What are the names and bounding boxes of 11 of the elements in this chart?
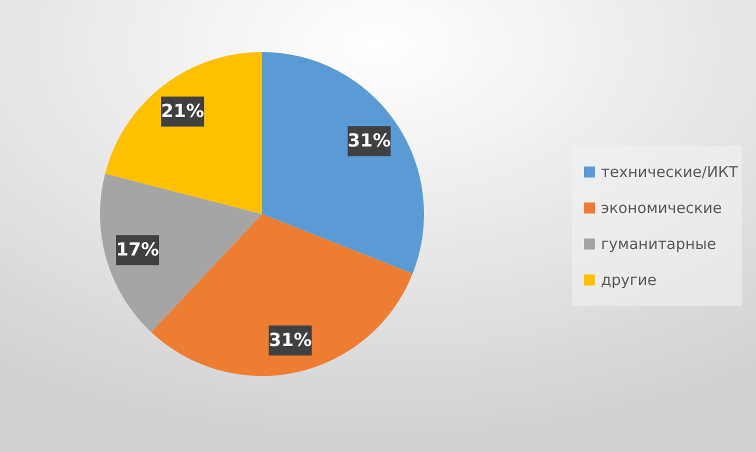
data-label: 31%: [268, 330, 312, 351]
data-label: 17%: [116, 240, 160, 261]
data-label: 21%: [161, 101, 204, 122]
pie-slice: [262, 52, 424, 274]
pie-slice: [105, 52, 262, 214]
pie-slice: [100, 174, 262, 332]
legend-label: технические/ИКТ: [601, 163, 739, 181]
legend-label: другие: [601, 271, 657, 289]
legend-label: экономические: [601, 199, 722, 217]
data-label: 31%: [348, 130, 391, 152]
legend-label: гуманитарные: [601, 235, 716, 253]
